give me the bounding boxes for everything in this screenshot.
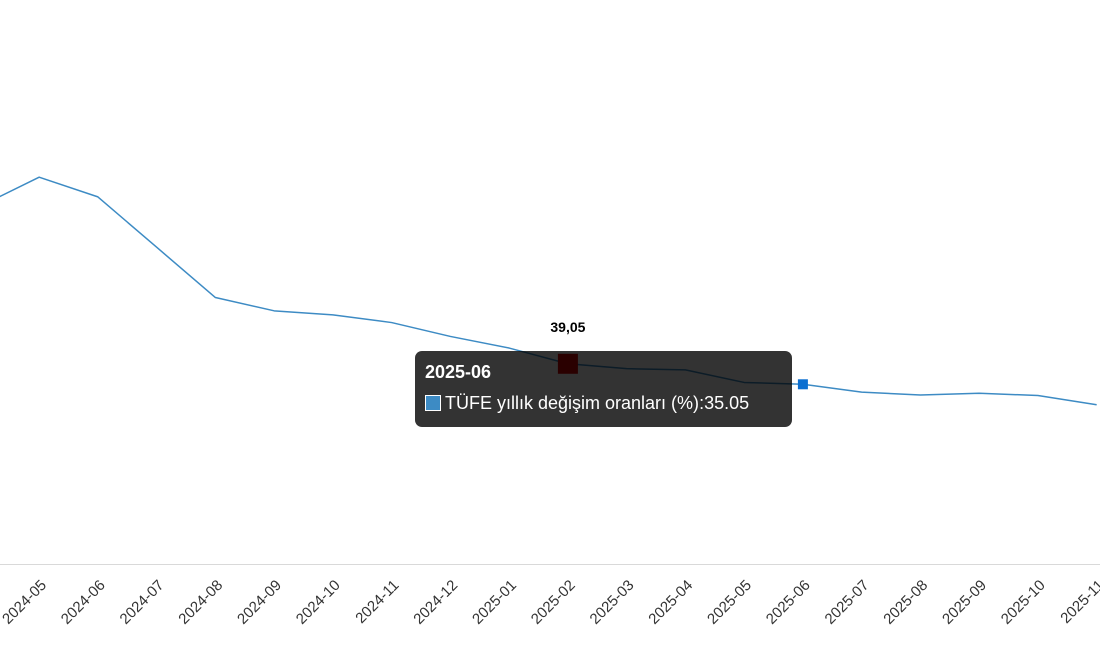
markers	[797, 379, 808, 390]
x-tick-label: 2025-10	[998, 577, 1049, 628]
x-tick-label: 2025-04	[645, 577, 696, 628]
x-tick-label: 2025-03	[587, 577, 638, 628]
x-tick-label: 2025-02	[528, 577, 579, 628]
x-tick-label: 2024-11	[352, 577, 402, 627]
x-tick-label: 2024-12	[410, 577, 461, 628]
data-labels: 39,05	[550, 319, 585, 335]
x-tick-label: 2025-09	[939, 577, 990, 628]
x-tick-label: 2025-05	[704, 577, 755, 628]
x-tick-label: 2024-05	[0, 577, 50, 628]
x-tick-label: 2024-09	[234, 577, 285, 628]
series-line	[0, 176, 1097, 406]
x-tick-label: 2024-08	[175, 577, 226, 628]
series-group	[0, 176, 1097, 406]
x-tick-label: 2024-10	[293, 577, 344, 628]
x-tick-label: 2024-07	[117, 577, 168, 628]
x-tick-label: 2025-07	[822, 577, 873, 628]
x-tick-label: 2025-01	[469, 577, 520, 628]
data-label: 39,05	[550, 319, 585, 335]
x-tick-label: 2025-06	[763, 577, 814, 628]
x-axis: 2024-05 2024-06 2024-07 2024-08 2024-09 2024-…	[0, 564, 1100, 628]
x-tick-label: 2025-08	[880, 577, 931, 628]
x-tick-label: 2024-06	[58, 577, 109, 628]
x-tick-label: 2025-11	[1057, 577, 1100, 627]
hover-point-marker[interactable]	[797, 379, 808, 390]
